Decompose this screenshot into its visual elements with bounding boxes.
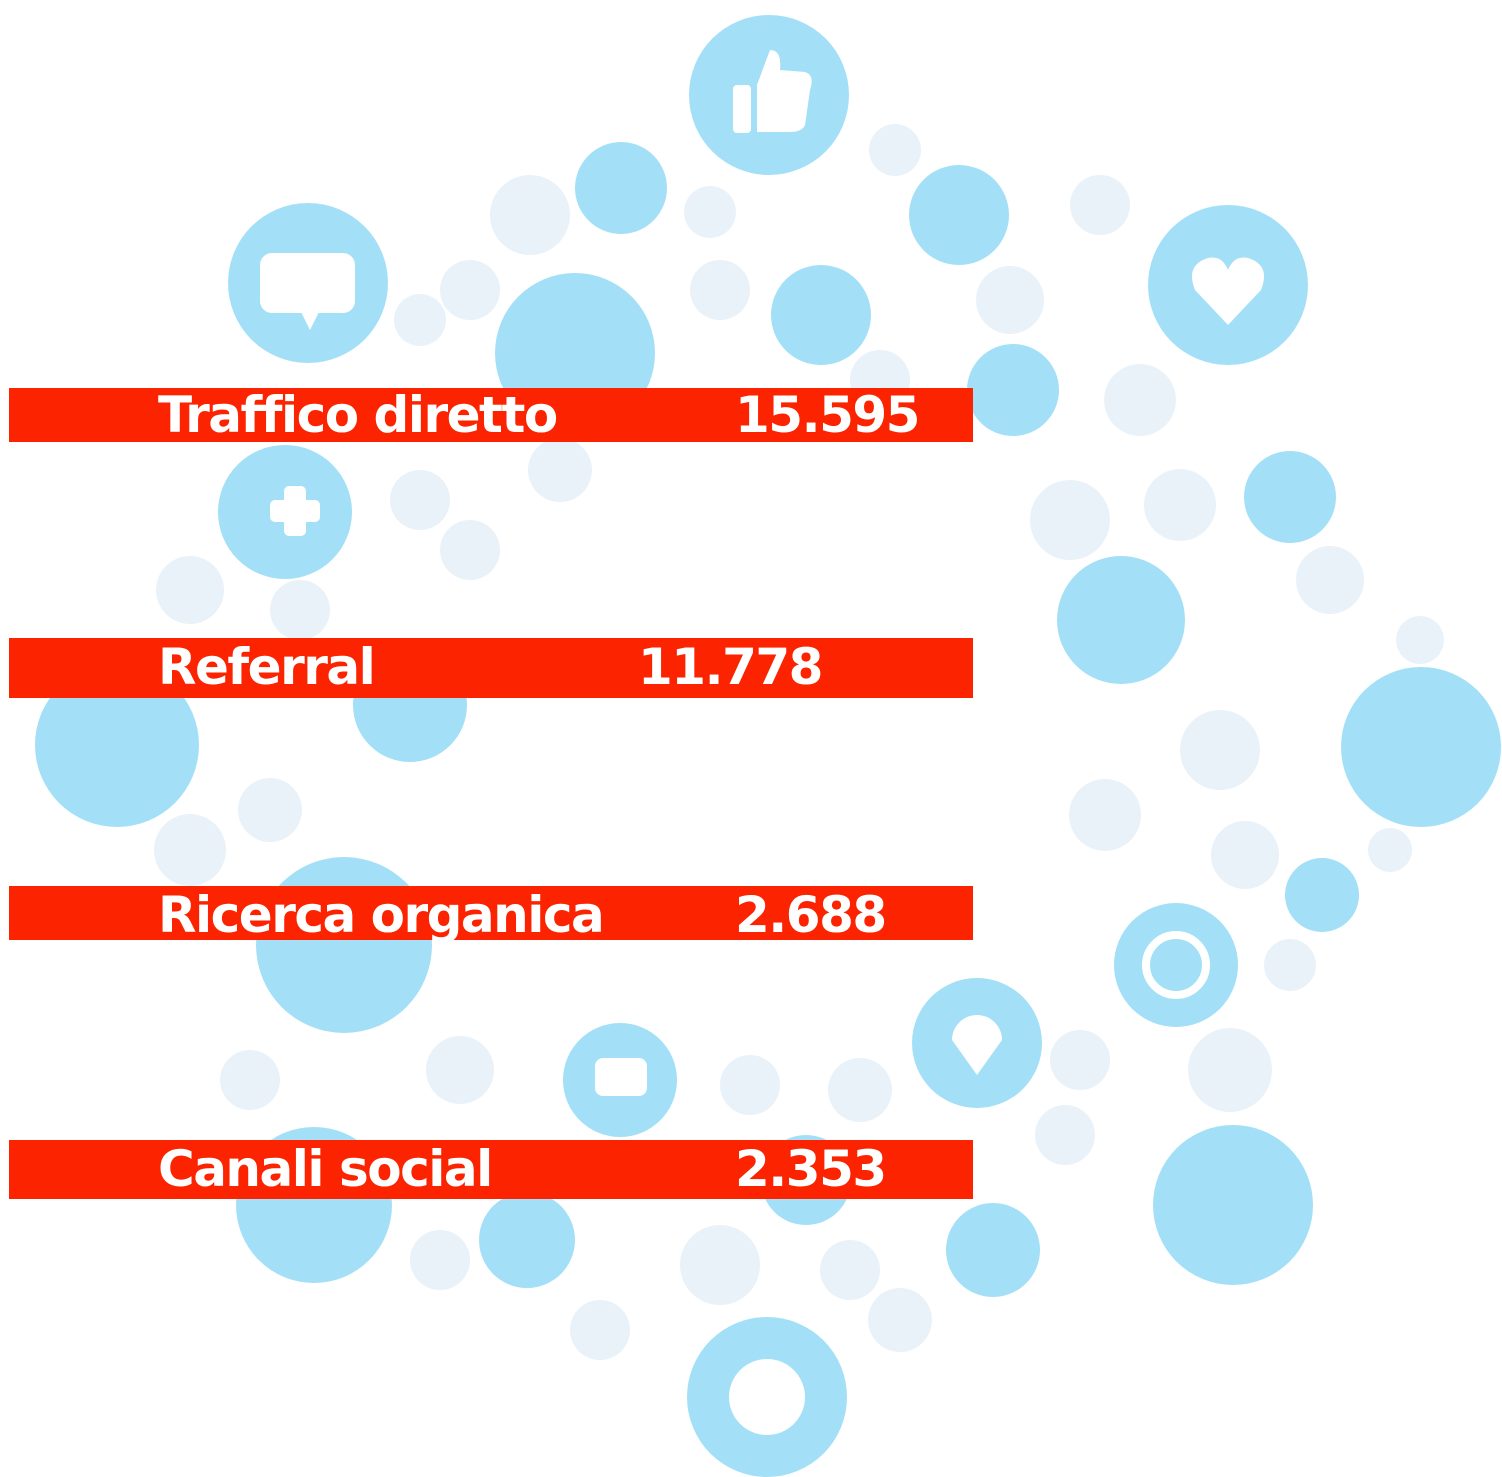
background-icons [154,124,1444,1360]
row-value: 2.688 [735,886,886,944]
traffic-rows: Traffico diretto 15.595 Referral 11.778 Rice… [9,386,973,1199]
row-value: 2.353 [735,1140,886,1198]
social-circles [35,15,1501,1477]
row-bar [9,1140,973,1199]
row-label: Referral [158,638,374,696]
row-label: Ricerca organica [158,886,603,944]
row-label: Traffico diretto [158,386,557,444]
row-label: Canali social [158,1140,492,1198]
row-value: 15.595 [735,386,919,444]
row-value: 11.778 [638,638,822,696]
row-bar [9,388,973,442]
row-bar [9,886,973,940]
row-bar [9,638,973,698]
